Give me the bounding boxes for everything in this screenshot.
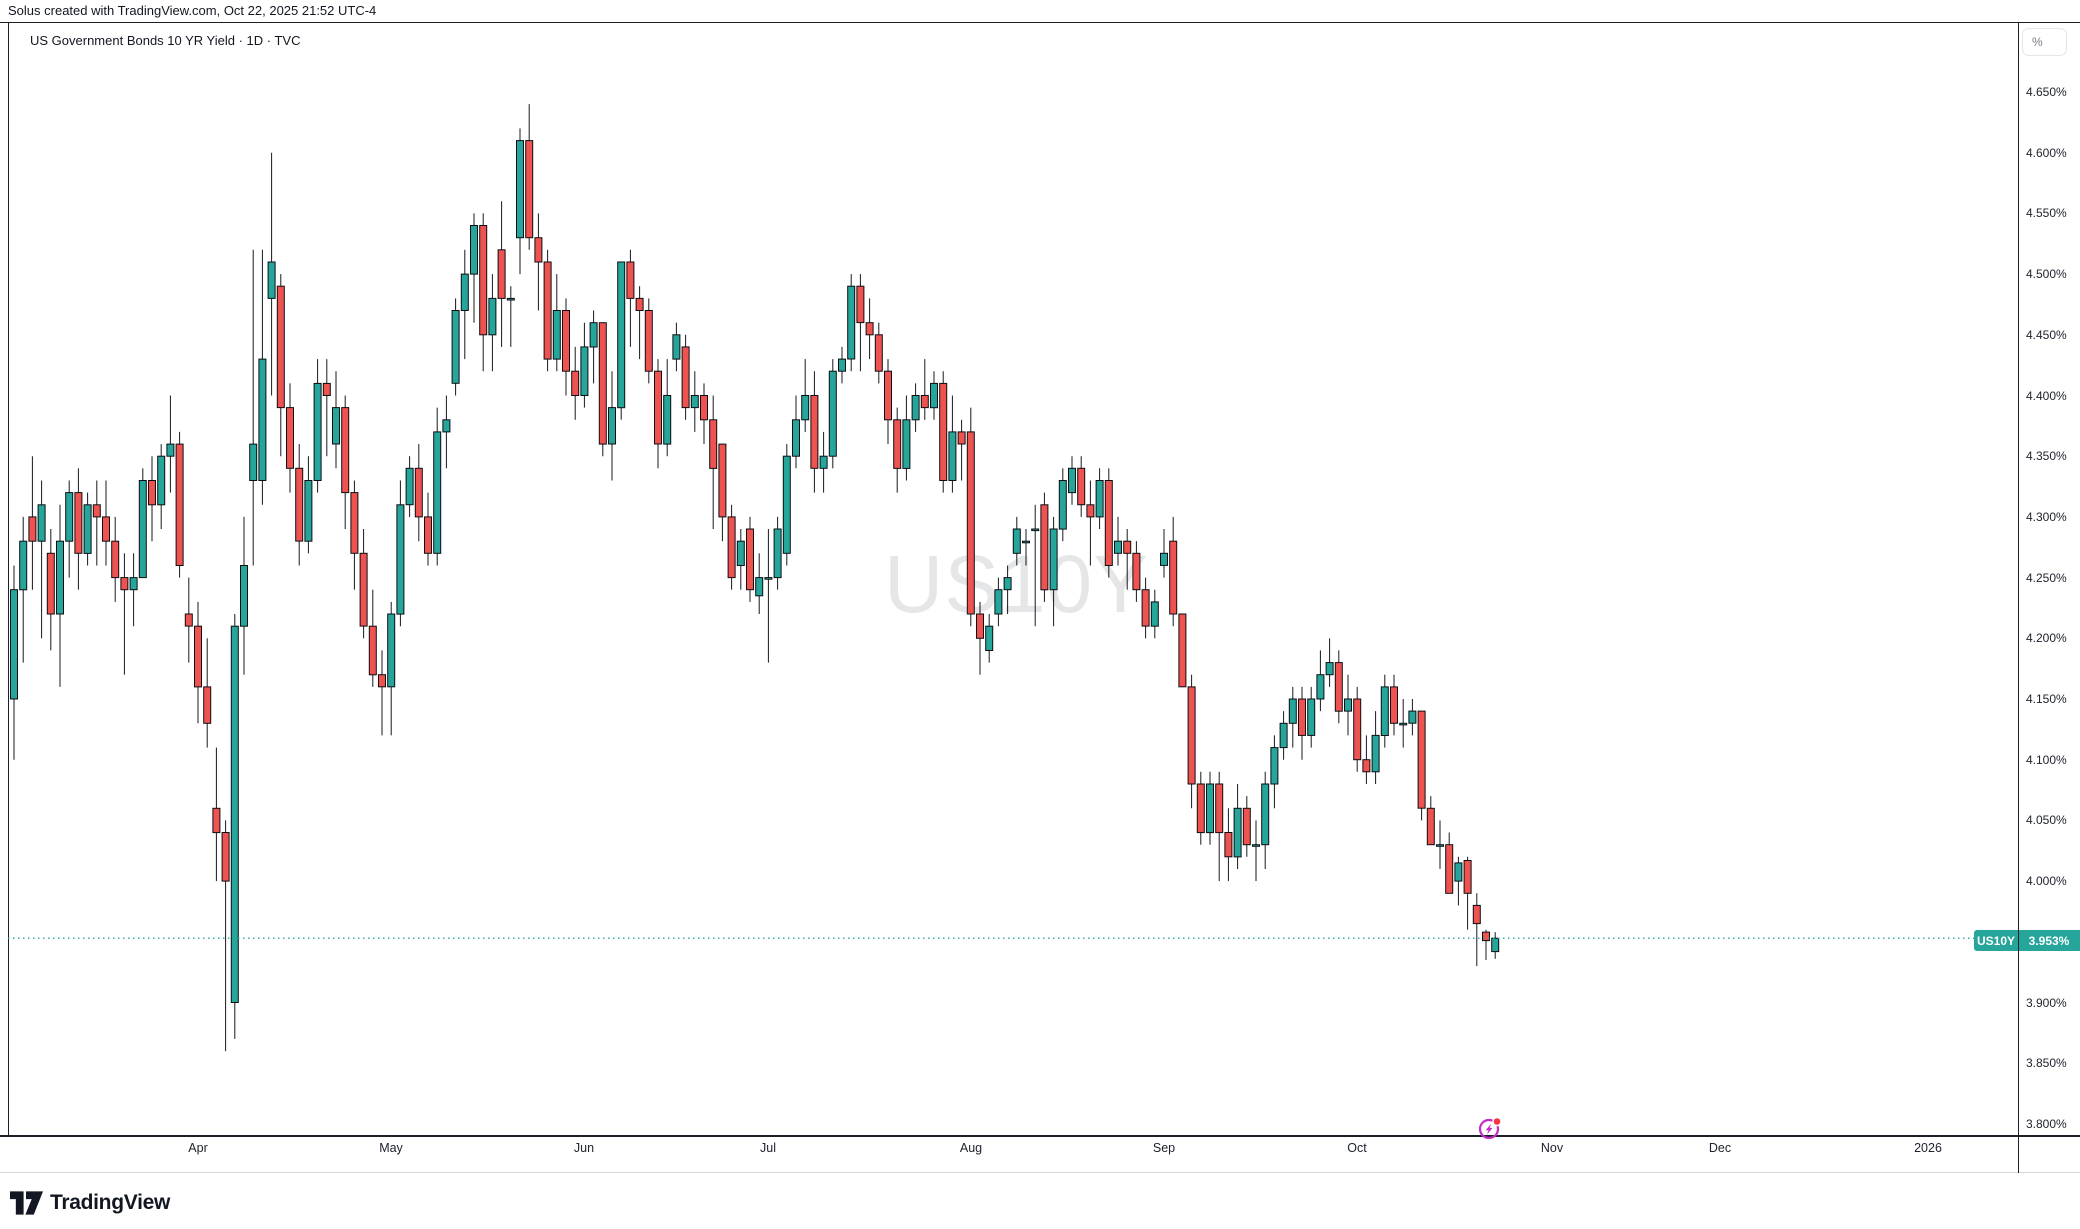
price-tick-label: 4.200% [2026,631,2067,646]
price-tick-label: 4.500% [2026,267,2067,282]
price-tick-label: 4.150% [2026,692,2067,706]
price-axis-border [2018,22,2019,1173]
time-tick-label: Jun [573,1141,595,1155]
time-axis-underline [0,1172,2080,1173]
price-tick-label: 4.650% [2026,85,2067,99]
time-tick-label: Nov [1540,1141,1564,1155]
flash-events-icon[interactable] [1477,1116,1503,1142]
time-tick-label: Apr [188,1141,208,1155]
price-tick-label: 4.000% [2026,874,2067,889]
tradingview-logo-mark [10,1191,43,1215]
tradingview-logo[interactable]: TradingView [10,1191,170,1215]
price-tick-label: 4.350% [2026,449,2067,464]
notification-dot [1492,1116,1502,1127]
price-tick-label: 4.050% [2026,813,2067,828]
price-tick-label: 4.250% [2026,570,2067,585]
tradingview-logo-text: TradingView [50,1191,171,1214]
attribution-text: Solus created with TradingView.com, Oct … [8,3,377,18]
last-price-value: 3.953% [2028,933,2070,948]
price-tick-label: 3.850% [2026,1056,2067,1071]
price-tick-label: 3.900% [2026,995,2067,1010]
price-tick-label: 4.300% [2026,509,2067,524]
last-price-label: US10Y 3.953% [1974,930,2080,951]
chart-frame-bottom [0,1135,2080,1137]
price-tick-label: 4.600% [2026,145,2067,160]
time-tick-label: Oct [1347,1141,1367,1155]
percent-scale-button[interactable]: % [2022,28,2067,56]
chart-legend-title[interactable]: US Government Bonds 10 YR Yield · 1D · T… [30,33,301,48]
time-tick-label: May [379,1141,403,1155]
price-tick-label: 4.450% [2026,327,2067,342]
last-price-symbol: US10Y [1976,933,2016,948]
lightning-bolt-glyph [1485,1123,1493,1135]
time-tick-label: Dec [1708,1141,1732,1155]
time-tick-label: 2026 [1914,1141,1942,1155]
price-tick-label: 4.100% [2026,752,2067,767]
time-tick-label: Aug [959,1141,983,1155]
symbol-watermark: US10Y [884,539,1149,630]
price-tick-label: 3.800% [2026,1116,2067,1131]
chart-frame-top [0,22,2080,23]
price-tick-label: 4.400% [2026,388,2067,403]
chart-frame-left [8,22,9,1136]
time-tick-label: Sep [1152,1141,1176,1155]
price-tick-label: 4.550% [2026,206,2067,221]
time-tick-label: Jul [760,1141,776,1155]
